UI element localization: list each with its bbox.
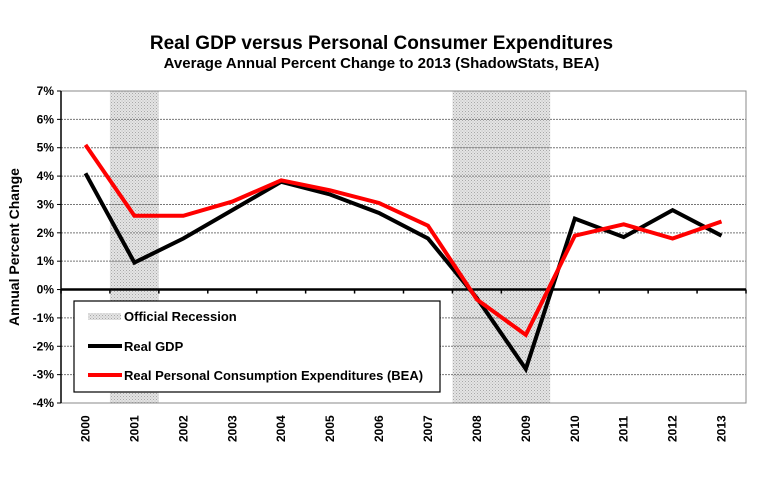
x-tick-label: 2005	[323, 415, 337, 442]
series-line-real-pce	[83, 143, 723, 338]
legend-label-pce: Real Personal Consumption Expenditures (…	[124, 368, 423, 383]
x-tick-label: 2004	[274, 415, 288, 442]
y-tick-label: -4%	[33, 396, 55, 410]
series-line-real-gdp	[83, 172, 723, 374]
x-tick-label: 2013	[715, 415, 729, 442]
y-axis-label: Annual Percent Change	[6, 168, 22, 326]
y-tick-label: -2%	[33, 339, 55, 353]
x-tick-label: 2000	[78, 415, 92, 442]
chart-subtitle: Average Annual Percent Change to 2013 (S…	[163, 55, 600, 72]
legend-swatch-recession	[88, 313, 121, 320]
recession-band	[452, 91, 551, 403]
zero-axis	[60, 91, 747, 403]
x-tick-label: 2003	[225, 415, 239, 442]
y-tick-label: -1%	[33, 311, 55, 325]
x-tick-label: 2007	[421, 415, 435, 442]
legend-label-gdp: Real GDP	[124, 339, 184, 354]
x-tick-label: 2012	[666, 415, 680, 442]
x-tick-label: 2001	[127, 415, 141, 442]
y-axis-ticks: -4% -3% -2% -1% 0% 1% 2% 3% 4% 5% 6% 7%	[33, 84, 61, 410]
y-tick-label: 0%	[37, 283, 55, 297]
x-tick-label: 2011	[617, 416, 631, 442]
x-axis-ticks: 2000 2001 2002 2003 2004 2005 2006 2007 2008 2009…	[78, 415, 728, 442]
series-lines	[83, 143, 723, 374]
legend-box	[73, 300, 441, 393]
y-tick-label: 4%	[37, 169, 55, 183]
legend: Official Recession Real GDP Real Persona…	[73, 300, 441, 393]
y-tick-label: 7%	[37, 84, 55, 98]
chart-title: Real GDP versus Personal Consumer Expend…	[149, 33, 614, 54]
y-tick-label: 2%	[37, 226, 55, 240]
x-tick-label: 2010	[568, 415, 582, 442]
x-tick-label: 2006	[372, 415, 386, 442]
y-tick-label: 5%	[37, 141, 55, 155]
x-tick-label: 2009	[519, 415, 533, 442]
x-tick-label: 2002	[176, 415, 190, 442]
legend-label-recession: Official Recession	[124, 309, 237, 324]
x-tick-label: 2008	[470, 415, 484, 442]
y-tick-label: 1%	[37, 254, 55, 268]
y-tick-label: 3%	[37, 197, 55, 211]
y-tick-label: 6%	[37, 112, 55, 126]
y-tick-label: -3%	[33, 368, 55, 382]
